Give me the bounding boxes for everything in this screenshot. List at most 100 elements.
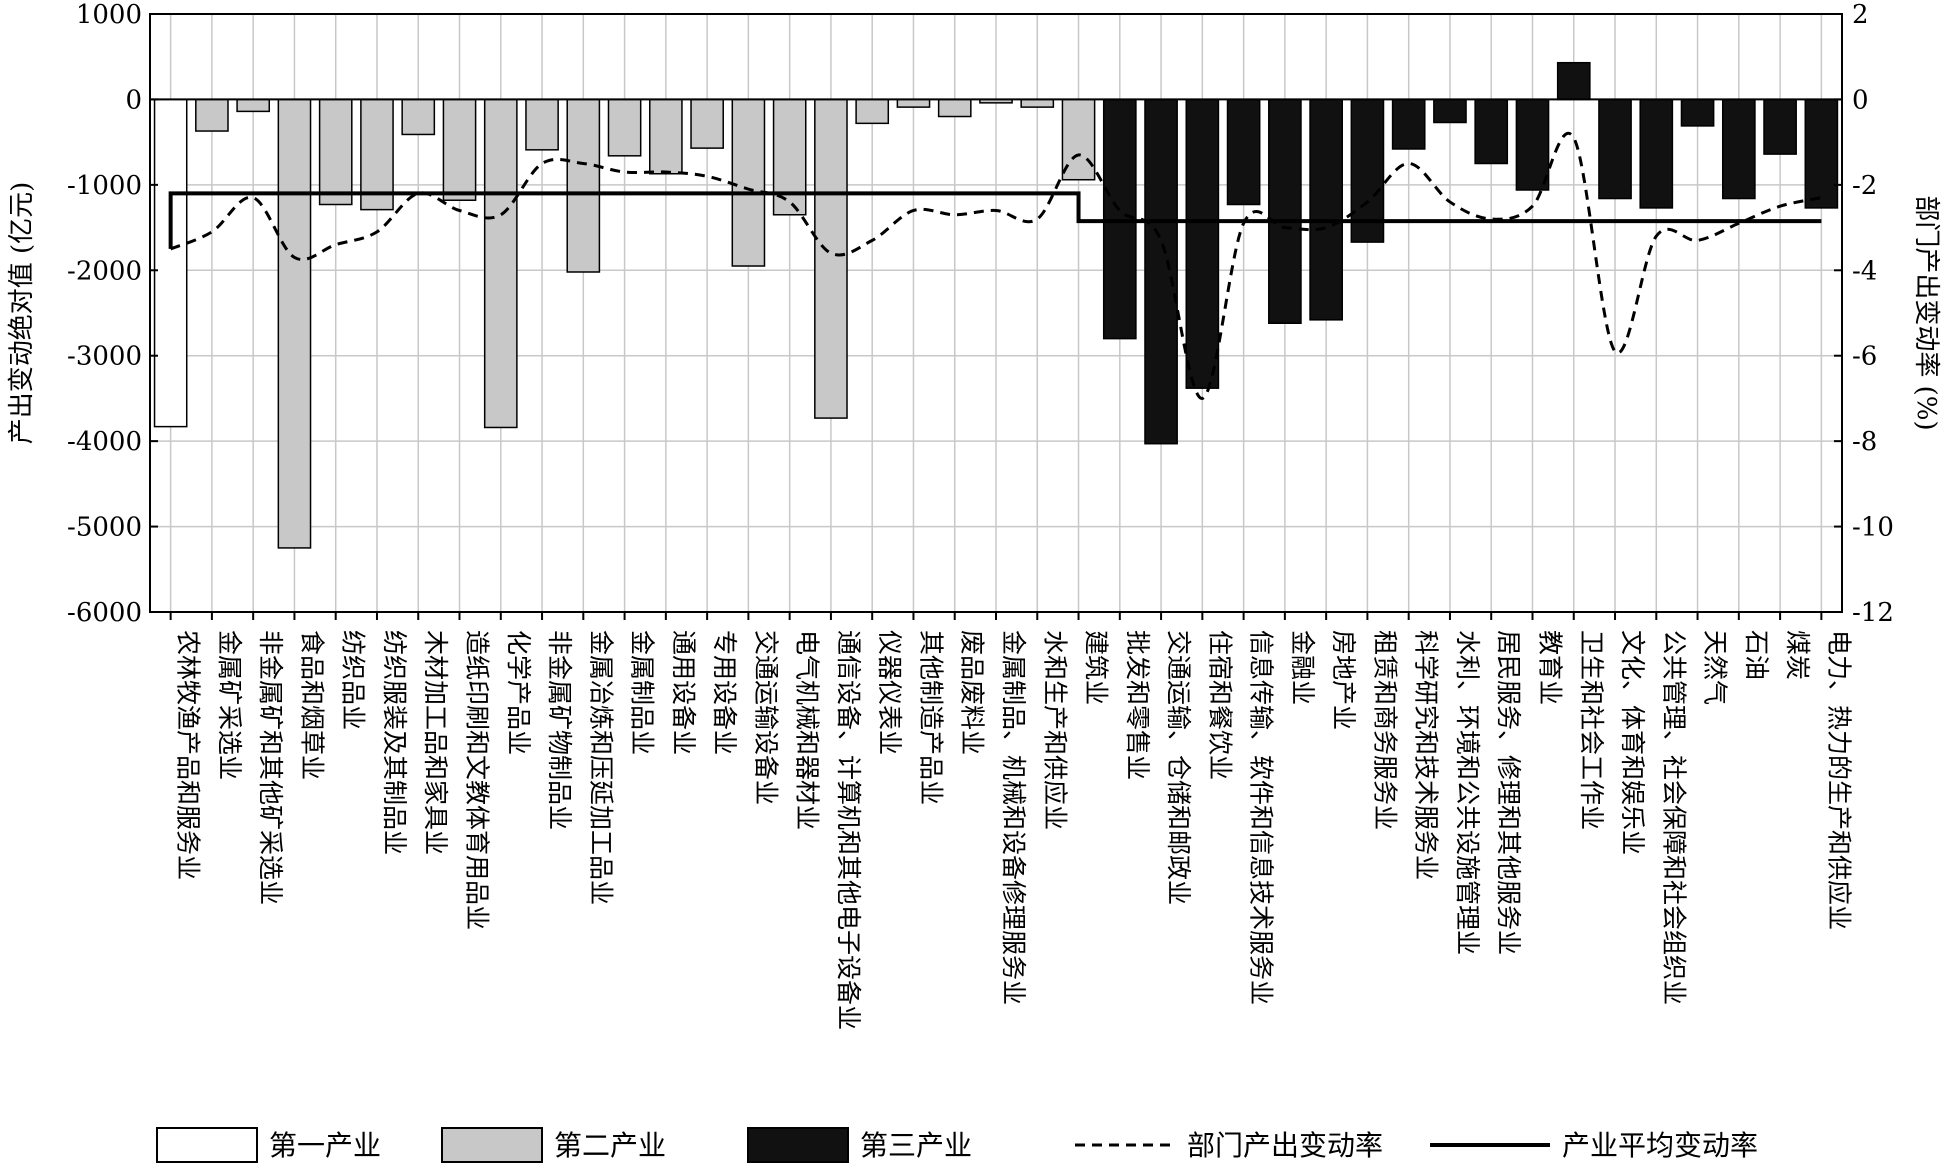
x-tick-label: 水利、环境和公共设施管理业 <box>1453 630 1482 955</box>
x-tick-label: 木材加工品和家具业 <box>421 630 450 855</box>
bar-20 <box>937 98 972 118</box>
bar-32 <box>1433 98 1467 124</box>
legend: 第一产业 第二产业 第三产业 部门产出变动率 产业平均变动率 <box>156 1127 1758 1163</box>
bar-2 <box>195 98 229 132</box>
bar-33 <box>1474 98 1509 165</box>
x-tick-label: 造纸印刷和文教体育用品业 <box>463 630 492 930</box>
bar-41 <box>1804 98 1839 209</box>
y-tick-label: 1000 <box>76 0 142 30</box>
x-tick-label: 纺织服装及其制品业 <box>380 630 409 855</box>
x-tick-label: 通用设备业 <box>669 630 698 755</box>
x-tick-label: 金属制品业 <box>628 630 657 755</box>
bars <box>153 61 1839 549</box>
legend-label-4: 部门产出变动率 <box>1187 1129 1383 1162</box>
bar-35 <box>1556 61 1591 101</box>
x-tick-label: 废品废料业 <box>958 630 987 755</box>
bar-14 <box>690 98 724 149</box>
y2-tick-label: -12 <box>1852 598 1894 628</box>
x-tick-label: 通信设备、计算机和其他电子设备业 <box>834 630 863 1030</box>
bar-3 <box>236 98 271 113</box>
x-tick-label: 天然气 <box>1701 630 1730 705</box>
bar-6 <box>360 98 394 211</box>
x-tick-label: 交通运输设备业 <box>751 630 780 805</box>
x-tick-label: 食品和烟草业 <box>297 630 326 780</box>
bar-29 <box>1309 98 1343 321</box>
x-tick-label: 其他制造产品业 <box>916 630 945 805</box>
bar-24 <box>1102 98 1137 340</box>
bar-13 <box>649 98 683 175</box>
legend-swatch-3 <box>747 1127 849 1163</box>
y2-tick-label: -6 <box>1852 342 1877 372</box>
industry-average-line <box>168 191 1822 249</box>
x-tick-label: 水和生产和供应业 <box>1040 630 1069 830</box>
x-tick-label: 非金属矿物制品业 <box>545 630 574 830</box>
x-tick-label: 租赁和商务服务业 <box>1370 630 1399 830</box>
legend-label-3: 第三产业 <box>860 1129 972 1162</box>
bar-19 <box>896 98 931 108</box>
bar-40 <box>1763 98 1797 155</box>
legend-label-1: 第一产业 <box>269 1129 381 1162</box>
x-tick-label: 建筑业 <box>1082 630 1111 705</box>
bar-16 <box>772 98 807 216</box>
x-tick-label: 文化、体育和娱乐业 <box>1618 630 1647 855</box>
x-tick-label: 仪器仪表业 <box>875 630 904 755</box>
bar-1 <box>153 98 188 428</box>
bar-12 <box>607 98 642 157</box>
x-tick-label: 金属制品、机械和设备修理服务业 <box>999 630 1028 1005</box>
bar-11 <box>566 98 601 273</box>
x-tick-label: 住宿和餐饮业 <box>1205 630 1234 780</box>
bar-25 <box>1144 98 1178 445</box>
y-tick-label: -2000 <box>67 256 142 286</box>
x-tick-label: 科学研究和技术服务业 <box>1412 630 1441 880</box>
x-tick-label: 专用设备业 <box>710 630 739 755</box>
bar-36 <box>1598 98 1632 200</box>
bar-28 <box>1268 98 1302 325</box>
legend-swatch-2 <box>441 1127 543 1163</box>
y2-tick-label: -10 <box>1852 513 1894 543</box>
x-tick-label: 化学产品业 <box>504 630 533 755</box>
x-tick-label: 煤炭 <box>1783 630 1812 680</box>
y-tick-label: -5000 <box>67 513 142 543</box>
y-axis-label: 产出变动绝对值 (亿元) <box>7 182 37 445</box>
axes: 1000 0 -1000 -2000 -3000 -4000 -5000 -6000 2 0 -2 -… <box>67 0 1894 1030</box>
y2-tick-label: -2 <box>1852 171 1877 201</box>
bar-26 <box>1185 98 1220 389</box>
x-tick-label: 电气机械和器材业 <box>793 630 822 830</box>
bar-22 <box>1020 98 1055 108</box>
x-tick-label: 教育业 <box>1535 630 1564 705</box>
x-tick-label: 房地产业 <box>1329 630 1358 730</box>
bar-5 <box>318 98 353 206</box>
bar-7 <box>401 98 436 136</box>
y-tick-label: -4000 <box>67 427 142 457</box>
bar-31 <box>1391 98 1426 150</box>
y-tick-label: -6000 <box>67 598 142 628</box>
y2-axis-label: 部门产出变动率 (%) <box>1911 195 1941 430</box>
lines <box>168 132 1822 400</box>
x-tick-label: 信息传输、软件和信息技术服务业 <box>1247 630 1276 1005</box>
y2-tick-label: 0 <box>1852 85 1869 115</box>
bar-9 <box>483 98 518 429</box>
x-tick-label: 石油 <box>1742 630 1771 680</box>
x-tick-label: 居民服务、修理和其他服务业 <box>1494 630 1523 955</box>
legend-swatch-1 <box>156 1127 258 1163</box>
legend-label-5: 产业平均变动率 <box>1562 1129 1758 1162</box>
bar-18 <box>855 98 890 125</box>
bar-38 <box>1680 98 1715 127</box>
y2-tick-label: -8 <box>1852 427 1877 457</box>
bar-34 <box>1515 98 1550 191</box>
x-tick-label: 金融业 <box>1288 630 1317 705</box>
bar-8 <box>442 98 477 201</box>
x-tick-label: 非金属矿和其他矿采选业 <box>256 630 285 905</box>
x-tick-label: 卫生和社会工作业 <box>1577 630 1606 830</box>
x-tick-label: 纺织品业 <box>339 630 368 730</box>
bar-17 <box>814 98 848 419</box>
x-tick-label: 农林牧渔产品和服务业 <box>174 630 203 880</box>
bar-37 <box>1639 98 1674 209</box>
x-tick-label: 金属矿采选业 <box>215 630 244 780</box>
bar-15 <box>731 98 766 267</box>
y-tick-label: 0 <box>125 85 142 115</box>
x-tick-label: 电力、热力的生产和供应业 <box>1824 630 1853 930</box>
y2-tick-label: -4 <box>1852 256 1877 286</box>
bar-39 <box>1721 98 1756 200</box>
